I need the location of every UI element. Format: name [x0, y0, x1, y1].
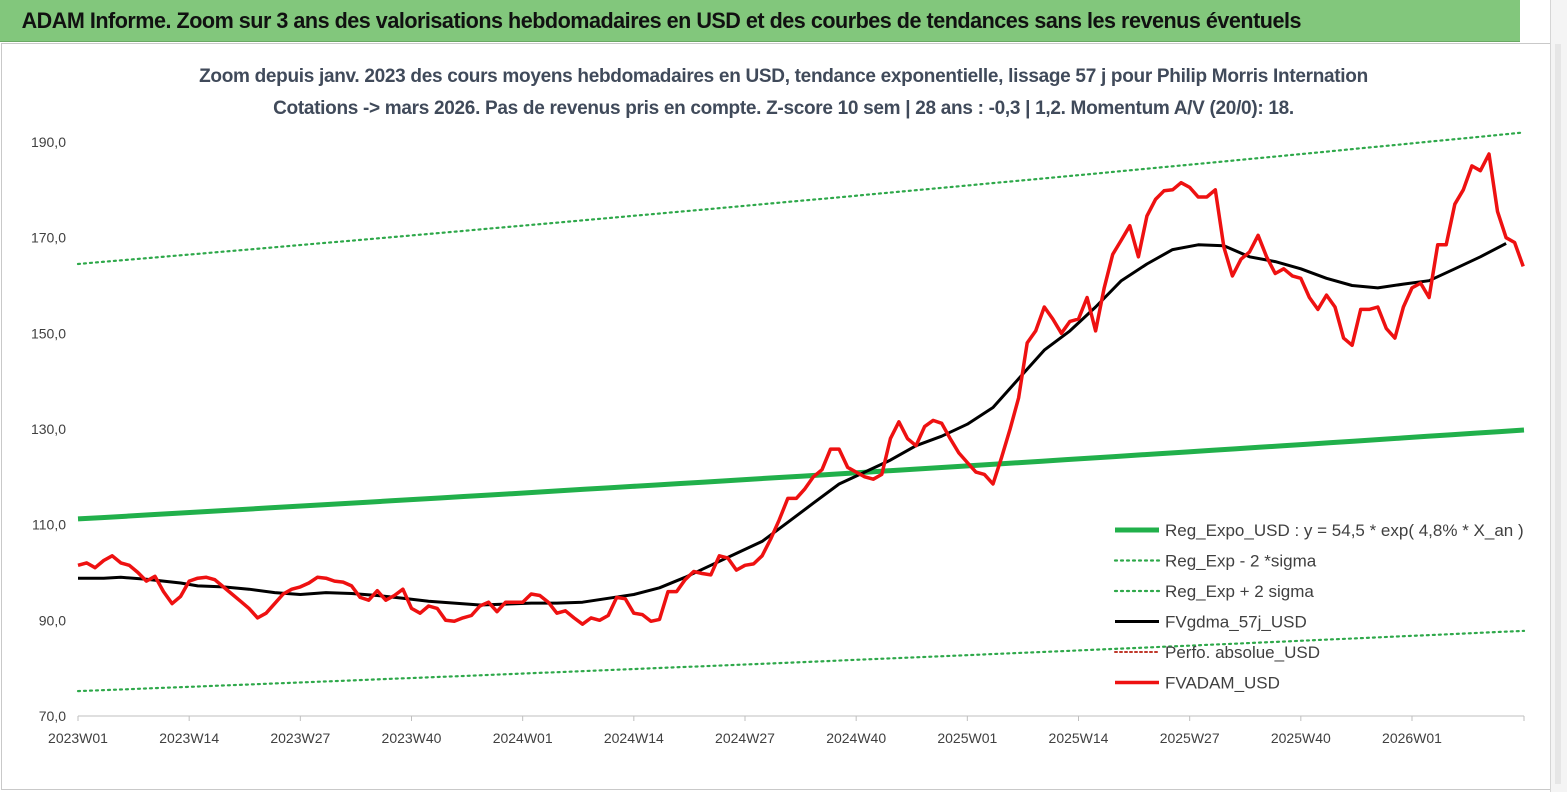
- x-tick-label: 2025W27: [1160, 730, 1220, 746]
- x-tick-label: 2024W27: [715, 730, 775, 746]
- x-tick-label: 2023W40: [382, 730, 442, 746]
- y-tick-label: 110,0: [32, 517, 66, 533]
- legend-label: FVADAM_USD: [1165, 674, 1280, 693]
- y-tick-label: 130,0: [31, 421, 66, 437]
- series-reg-exp-minus-2sigma: [76, 629, 1526, 693]
- chart-title-line2: Cotations -> mars 2026. Pas de revenus p…: [273, 98, 1294, 119]
- x-tick-label: 2025W01: [937, 730, 997, 746]
- x-tick-label: 2023W01: [48, 730, 108, 746]
- x-tick-label: 2023W14: [159, 730, 219, 746]
- x-tick-label: 2024W01: [493, 730, 553, 746]
- legend-label: Reg_Exp + 2 sigma: [1165, 582, 1314, 601]
- legend-label: FVgdma_57j_USD: [1165, 613, 1307, 632]
- series-fvadam-usd: [77, 152, 1525, 626]
- y-tick-label: 190,0: [31, 134, 66, 150]
- legend-label: Reg_Exp - 2 *sigma: [1165, 552, 1317, 571]
- legend-label: Perfo. absolue_USD: [1165, 643, 1320, 662]
- right-scroll-strip[interactable]: [1550, 0, 1567, 792]
- report-banner-title: ADAM Informe. Zoom sur 3 ans des valoris…: [0, 0, 1520, 42]
- x-tick-label: 2026W01: [1382, 730, 1442, 746]
- y-tick-label: 150,0: [31, 325, 66, 341]
- x-tick-label: 2024W40: [826, 730, 886, 746]
- legend-label: Reg_Expo_USD : y = 54,5 * exp( 4,8% * X_…: [1165, 521, 1524, 540]
- x-tick-label: 2024W14: [604, 730, 664, 746]
- x-tick-label: 2023W27: [270, 730, 330, 746]
- chart-series: [76, 131, 1526, 693]
- series-reg-exp-plus-2sigma: [76, 131, 1526, 266]
- y-tick-label: 90,0: [39, 612, 66, 628]
- y-tick-label: 170,0: [31, 230, 66, 246]
- series-reg-expo-usd: [77, 427, 1525, 522]
- chart-title-line1: Zoom depuis janv. 2023 des cours moyens …: [199, 66, 1368, 87]
- chart-axes: 70,0 90,0 110,0 130,0 150,0 170,0 190,0 2023W01…: [31, 134, 1525, 746]
- x-tick-label: 2025W14: [1049, 730, 1109, 746]
- x-tick-label: 2025W40: [1271, 730, 1331, 746]
- y-tick-label: 70,0: [39, 708, 66, 724]
- scrollbar-track[interactable]: [1555, 44, 1561, 784]
- chart-legend: Reg_Expo_USD : y = 54,5 * exp( 4,8% * X_…: [1113, 521, 1524, 693]
